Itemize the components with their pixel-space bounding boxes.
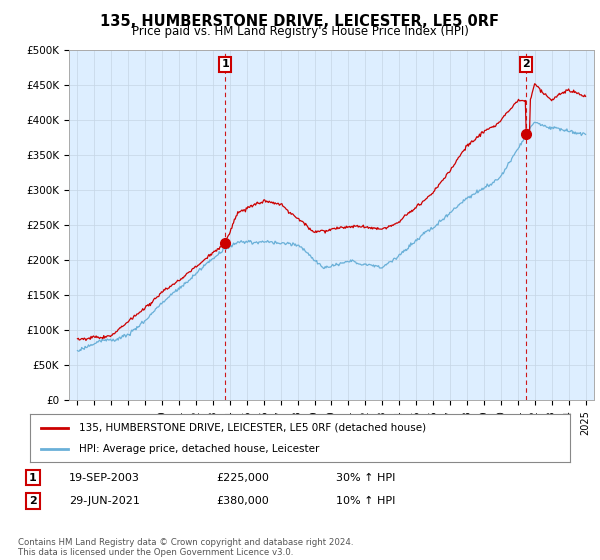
Text: £225,000: £225,000 <box>216 473 269 483</box>
Text: 2: 2 <box>29 496 37 506</box>
Text: 2: 2 <box>522 59 530 69</box>
Text: 135, HUMBERSTONE DRIVE, LEICESTER, LE5 0RF: 135, HUMBERSTONE DRIVE, LEICESTER, LE5 0… <box>101 14 499 29</box>
Text: 10% ↑ HPI: 10% ↑ HPI <box>336 496 395 506</box>
Text: Price paid vs. HM Land Registry's House Price Index (HPI): Price paid vs. HM Land Registry's House … <box>131 25 469 38</box>
Text: 19-SEP-2003: 19-SEP-2003 <box>69 473 140 483</box>
Text: HPI: Average price, detached house, Leicester: HPI: Average price, detached house, Leic… <box>79 444 319 454</box>
Text: 135, HUMBERSTONE DRIVE, LEICESTER, LE5 0RF (detached house): 135, HUMBERSTONE DRIVE, LEICESTER, LE5 0… <box>79 423 426 433</box>
Text: 1: 1 <box>29 473 37 483</box>
Text: 1: 1 <box>221 59 229 69</box>
Text: 30% ↑ HPI: 30% ↑ HPI <box>336 473 395 483</box>
Text: 29-JUN-2021: 29-JUN-2021 <box>69 496 140 506</box>
Text: £380,000: £380,000 <box>216 496 269 506</box>
Text: Contains HM Land Registry data © Crown copyright and database right 2024.
This d: Contains HM Land Registry data © Crown c… <box>18 538 353 557</box>
